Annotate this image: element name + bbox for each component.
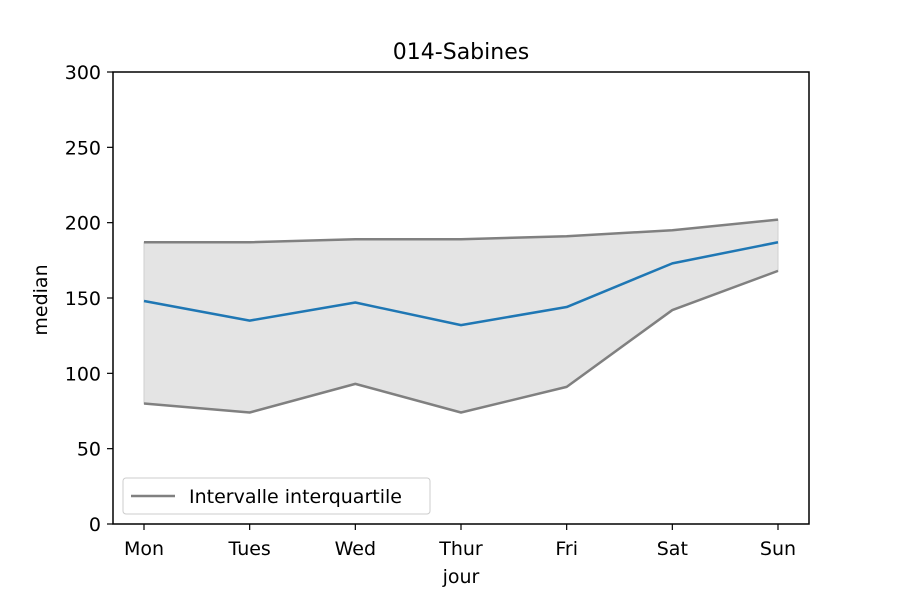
interquartile-band — [143, 219, 779, 414]
y-tick-label: 300 — [65, 62, 101, 84]
y-axis-label: median — [30, 264, 52, 335]
x-tick-label: Sat — [657, 538, 688, 560]
x-tick-label: Mon — [124, 538, 164, 560]
chart-title: 014-Sabines — [393, 40, 529, 65]
x-tick-label: Fri — [555, 538, 578, 560]
plot-area — [143, 218, 779, 414]
legend-label: Intervalle interquartile — [189, 486, 402, 508]
x-axis-label: jour — [442, 566, 480, 588]
x-tick-label: Wed — [335, 538, 376, 560]
y-tick-label: 50 — [77, 439, 101, 461]
y-tick-label: 200 — [65, 213, 101, 235]
legend: Intervalle interquartile — [122, 477, 431, 515]
legend-box — [122, 477, 431, 515]
y-tick-label: 250 — [65, 137, 101, 159]
y-tick-label: 0 — [89, 514, 101, 536]
x-axis: Mon Tues Wed Thur Fri Sat Sun — [124, 524, 796, 560]
x-tick-label: Tues — [227, 538, 270, 560]
x-tick-label: Thur — [438, 538, 483, 560]
y-axis: 0 50 100 150 200 250 300 — [65, 62, 113, 536]
y-tick-label: 150 — [65, 288, 101, 310]
x-tick-label: Sun — [760, 538, 796, 560]
y-tick-label: 100 — [65, 363, 101, 385]
